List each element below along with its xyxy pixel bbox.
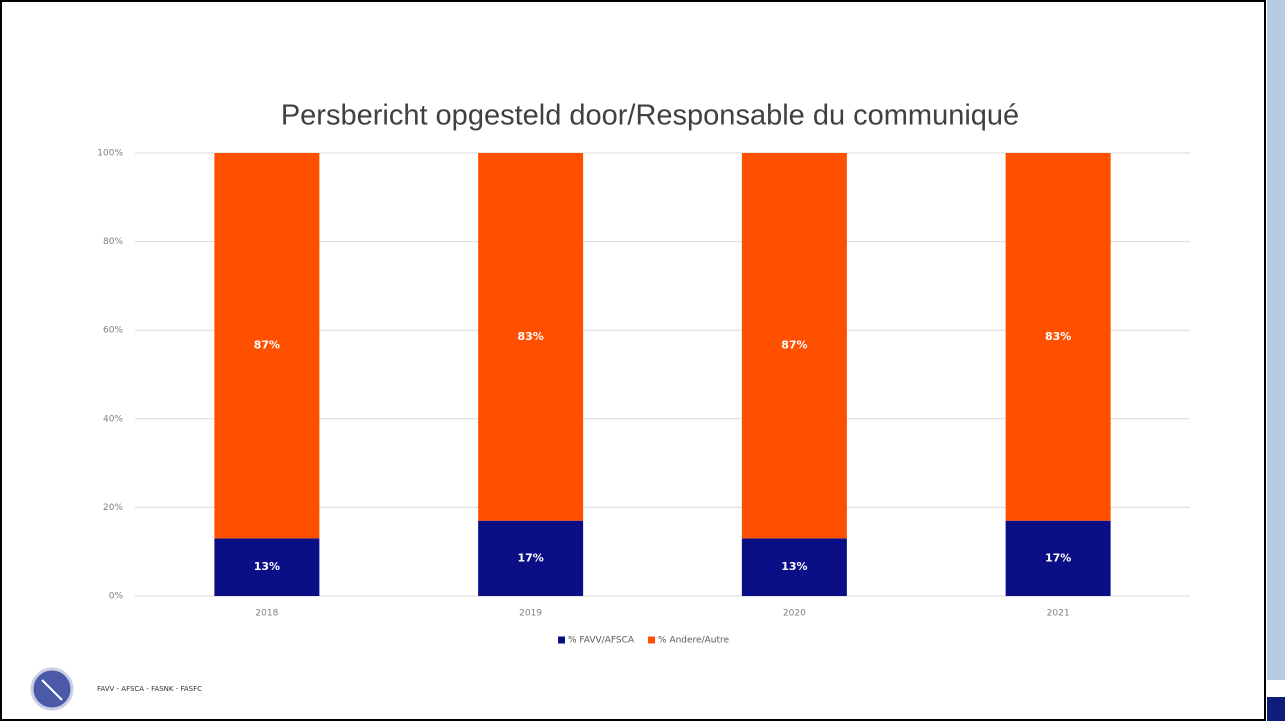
data-label: 13% xyxy=(254,560,280,573)
legend-label: % Andere/Autre xyxy=(658,636,729,646)
y-tick-label: 20% xyxy=(103,503,123,513)
logo-mark xyxy=(41,679,63,701)
y-tick-label: 40% xyxy=(103,414,123,424)
data-label: 83% xyxy=(517,330,543,343)
data-label: 17% xyxy=(1045,551,1071,564)
bar-segment xyxy=(1005,153,1111,521)
legend-swatch xyxy=(558,636,565,644)
x-tick-label: 2018 xyxy=(255,609,278,619)
x-tick-label: 2019 xyxy=(519,609,542,619)
bar-segment xyxy=(214,538,320,596)
x-tick-label: 2021 xyxy=(1047,609,1070,619)
data-label: 13% xyxy=(781,560,807,573)
bar-segment xyxy=(214,153,320,539)
side-square xyxy=(1267,697,1285,721)
x-tick-label: 2020 xyxy=(783,609,806,619)
y-tick-label: 60% xyxy=(103,326,123,336)
bar-segment xyxy=(478,520,584,596)
bar-segment xyxy=(1005,520,1111,596)
footer-text: FAVV - AFSCA - FASNK - FASFC xyxy=(97,685,202,693)
legend-swatch xyxy=(648,636,656,644)
y-tick-label: 80% xyxy=(103,237,123,247)
side-bar xyxy=(1267,0,1285,680)
data-label: 17% xyxy=(517,551,543,564)
data-label: 83% xyxy=(1045,330,1071,343)
data-label: 87% xyxy=(254,339,280,352)
data-label: 87% xyxy=(781,339,807,352)
bar-segment xyxy=(741,153,847,539)
y-tick-label: 100% xyxy=(97,149,123,159)
chart-title: Persbericht opgesteld door/Responsable d… xyxy=(281,100,1019,132)
y-tick-label: 0% xyxy=(109,592,124,602)
bar-segment xyxy=(478,153,584,521)
bar-segment xyxy=(741,538,847,596)
legend-label: % FAVV/AFSCA xyxy=(568,636,635,646)
